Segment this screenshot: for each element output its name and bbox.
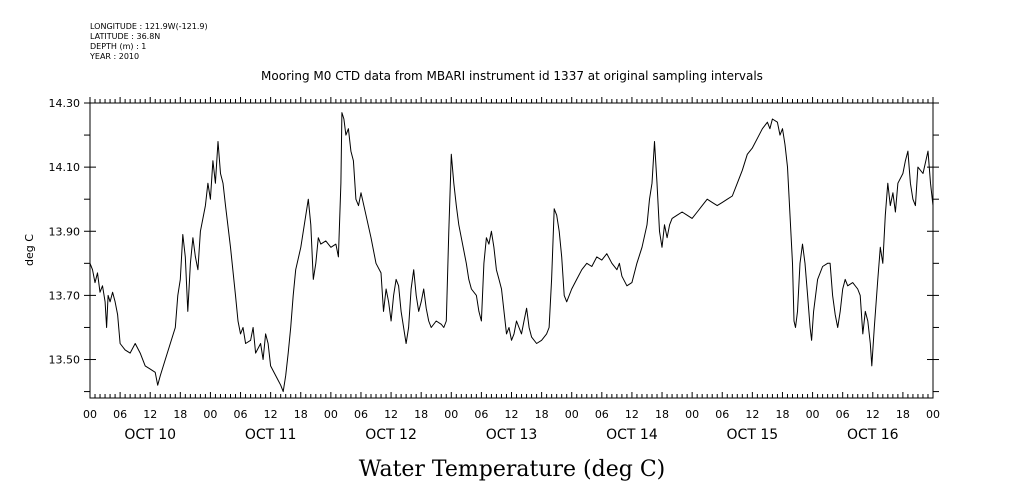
x-hour-tick-label: 00 bbox=[203, 408, 217, 421]
temperature-line bbox=[89, 112, 934, 393]
x-day-label: OCT 16 bbox=[847, 427, 899, 443]
y-tick-label: 14.10 bbox=[49, 161, 81, 174]
x-hour-tick-label: 12 bbox=[866, 408, 880, 421]
x-hour-tick-label: 12 bbox=[143, 408, 157, 421]
x-hour-tick-label: 12 bbox=[745, 408, 759, 421]
chart-title: Mooring M0 CTD data from MBARI instrumen… bbox=[261, 69, 763, 83]
plot-frame bbox=[89, 102, 934, 399]
x-hour-tick-label: 18 bbox=[294, 408, 308, 421]
x-hour-tick-label: 00 bbox=[806, 408, 820, 421]
x-hour-tick-label: 12 bbox=[384, 408, 398, 421]
x-day-label: OCT 13 bbox=[486, 427, 538, 443]
x-hour-tick-label: 06 bbox=[836, 408, 850, 421]
y-tick-label: 14.30 bbox=[49, 97, 81, 110]
x-hour-tick-label: 06 bbox=[474, 408, 488, 421]
x-day-label: OCT 14 bbox=[606, 427, 658, 443]
y-tick-label: 13.70 bbox=[49, 289, 81, 302]
x-day-label: OCT 11 bbox=[245, 427, 297, 443]
y-axis: 13.50 13.70 13.90 14.10 14.30 bbox=[49, 97, 939, 393]
x-hour-tick-label: 06 bbox=[113, 408, 127, 421]
latitude-text: LATITUDE : 36.8N bbox=[90, 32, 161, 41]
metadata-block: LONGITUDE : 121.9W(-121.9) LATITUDE : 36… bbox=[90, 22, 208, 62]
x-hour-tick-label: 18 bbox=[655, 408, 669, 421]
longitude-text: LONGITUDE : 121.9W(-121.9) bbox=[90, 22, 208, 31]
series-group bbox=[89, 112, 934, 393]
x-hour-tick-label: 00 bbox=[565, 408, 579, 421]
x-hour-tick-label: 06 bbox=[234, 408, 248, 421]
x-axis: 00 06 12 18 00 06 12 18 00 06 12 18 00 06 12 18 00 06 12 18… bbox=[83, 97, 940, 443]
y-axis-label: deg C bbox=[23, 234, 36, 266]
x-hour-tick-label: 00 bbox=[83, 408, 97, 421]
x-hour-tick-label: 18 bbox=[775, 408, 789, 421]
x-hour-tick-label: 12 bbox=[505, 408, 519, 421]
x-hour-tick-label: 18 bbox=[173, 408, 187, 421]
x-hour-tick-label: 18 bbox=[535, 408, 549, 421]
year-text: YEAR : 2010 bbox=[90, 52, 140, 61]
x-hour-tick-label: 18 bbox=[414, 408, 428, 421]
depth-text: DEPTH (m) : 1 bbox=[90, 42, 147, 51]
y-tick-label: 13.90 bbox=[49, 225, 81, 238]
x-hour-tick-label: 00 bbox=[324, 408, 338, 421]
x-hour-tick-label: 12 bbox=[625, 408, 639, 421]
x-hour-tick-label: 00 bbox=[685, 408, 699, 421]
x-hour-tick-label: 18 bbox=[896, 408, 910, 421]
x-hour-tick-label: 06 bbox=[354, 408, 368, 421]
x-hour-tick-label: 00 bbox=[444, 408, 458, 421]
x-hour-tick-label: 12 bbox=[264, 408, 278, 421]
x-axis-title: Water Temperature (deg C) bbox=[359, 457, 666, 482]
x-hour-tick-label: 00 bbox=[926, 408, 940, 421]
x-hour-tick-label: 06 bbox=[595, 408, 609, 421]
x-day-label: OCT 12 bbox=[365, 427, 417, 443]
x-day-label: OCT 15 bbox=[727, 427, 779, 443]
y-tick-label: 13.50 bbox=[49, 354, 81, 367]
x-hour-tick-label: 06 bbox=[715, 408, 729, 421]
x-day-label: OCT 10 bbox=[124, 427, 176, 443]
